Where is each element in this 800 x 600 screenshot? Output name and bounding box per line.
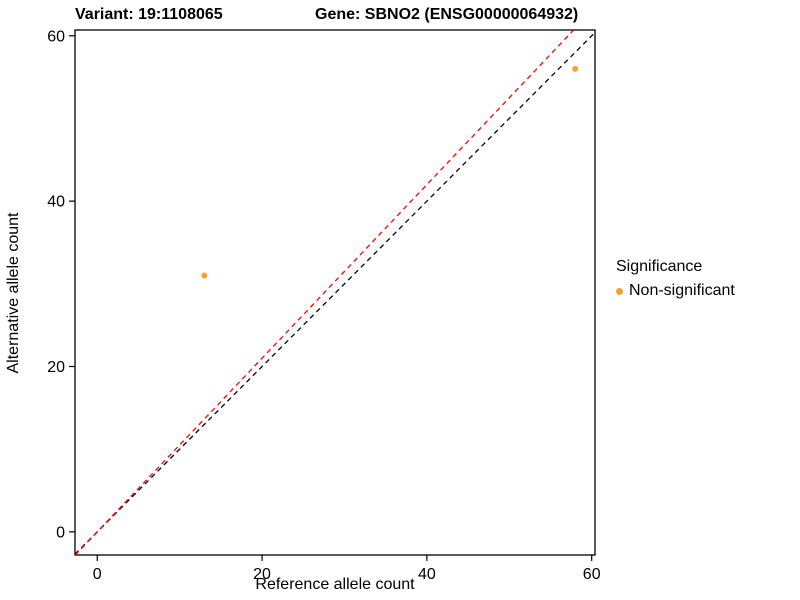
y-tick-label: 60: [47, 28, 65, 45]
x-tick-label: 60: [583, 566, 601, 583]
legend: Significance Non-significant: [616, 258, 735, 300]
legend-item-non-significant: Non-significant: [616, 282, 735, 300]
identity-line: [75, 32, 595, 555]
legend-title: Significance: [616, 258, 703, 275]
data-point: [201, 272, 208, 279]
plot-panel: [74, 29, 596, 556]
plot-title-variant: Variant: 19:1108065: [75, 6, 223, 23]
y-axis-label: Alternative allele count: [5, 212, 22, 374]
y-tick-label: 0: [56, 524, 65, 541]
plot-title-gene: Gene: SBNO2 (ENSG00000064932): [315, 6, 579, 23]
x-axis-label: Reference allele count: [255, 576, 415, 593]
legend-item-label: Non-significant: [629, 282, 735, 299]
y-tick-label: 40: [47, 194, 65, 211]
x-tick-label: 0: [93, 566, 102, 583]
data-point: [572, 65, 579, 72]
legend-marker-dot-icon: [616, 287, 623, 295]
x-tick-label: 20: [253, 566, 271, 583]
y-tick-label: 20: [47, 359, 65, 376]
x-tick-label: 40: [418, 566, 436, 583]
